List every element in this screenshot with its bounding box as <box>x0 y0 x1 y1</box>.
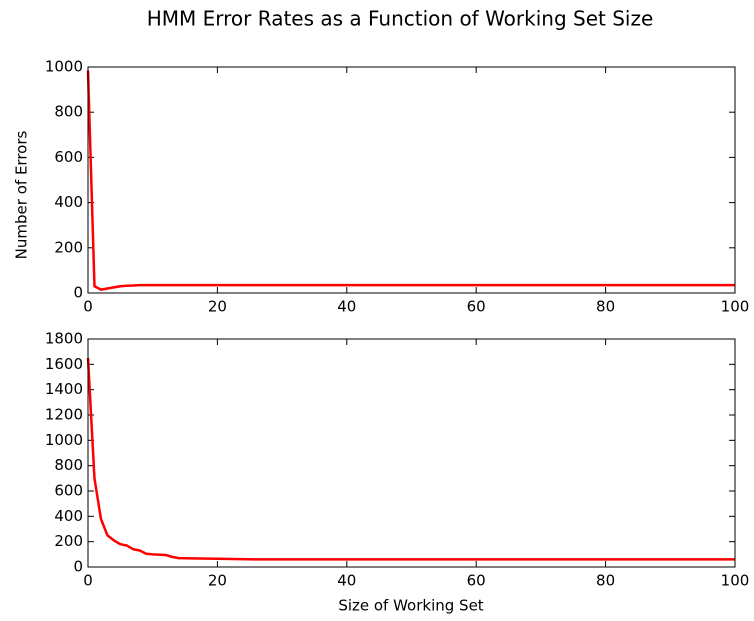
x-tick-label: 100 <box>721 572 750 590</box>
x-tick-label: 0 <box>83 572 93 590</box>
data-line <box>86 70 735 291</box>
y-tick-label: 1400 <box>45 380 83 398</box>
y-tick-label: 800 <box>54 456 83 474</box>
x-tick-label: 80 <box>596 298 615 316</box>
y-tick-label: 600 <box>54 148 83 166</box>
x-tick-label: 20 <box>208 298 227 316</box>
y-tick-label: 1000 <box>45 431 83 449</box>
y-tick-label: 1200 <box>45 406 83 424</box>
y-tick-label: 0 <box>73 558 83 576</box>
x-tick-label: 80 <box>596 572 615 590</box>
axes-frame <box>87 66 736 294</box>
x-tick-label: 100 <box>721 298 750 316</box>
y-tick-label: 600 <box>54 482 83 500</box>
x-tick-label: 60 <box>467 298 486 316</box>
y-tick-label: 0 <box>73 284 83 302</box>
chart-title: HMM Error Rates as a Function of Working… <box>147 7 654 31</box>
y-tick-label: 400 <box>54 507 83 525</box>
x-tick-label: 60 <box>467 572 486 590</box>
y-tick-label: 200 <box>54 238 83 256</box>
y-axis-label: Number of Errors <box>13 131 31 260</box>
x-axis-label: Size of Working Set <box>338 597 483 615</box>
y-tick-label: 1800 <box>45 330 83 348</box>
x-tick-label: 0 <box>83 298 93 316</box>
x-tick-label: 40 <box>337 298 356 316</box>
x-tick-label: 40 <box>337 572 356 590</box>
y-tick-label: 200 <box>54 532 83 550</box>
y-tick-label: 1600 <box>45 355 83 373</box>
axes-frame <box>87 338 736 568</box>
y-tick-label: 1000 <box>45 58 83 76</box>
y-tick-label: 800 <box>54 103 83 121</box>
data-line <box>86 357 735 561</box>
x-tick-label: 20 <box>208 572 227 590</box>
y-tick-label: 400 <box>54 193 83 211</box>
